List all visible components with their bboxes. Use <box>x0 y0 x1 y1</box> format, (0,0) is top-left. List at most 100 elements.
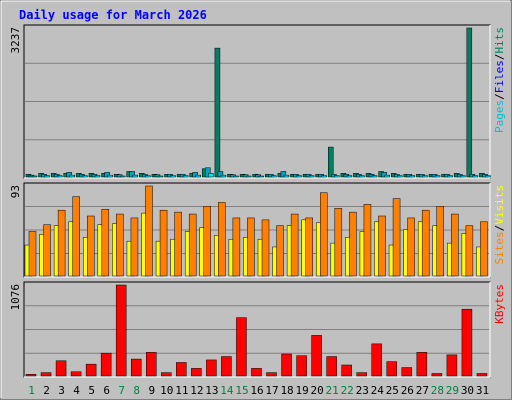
pages-bar <box>271 175 277 178</box>
y-max-label: 1076 <box>9 284 22 311</box>
sites-bar <box>261 219 270 277</box>
kbytes-bar <box>221 356 232 377</box>
pages-bar <box>182 175 189 178</box>
kbytes-bar <box>115 284 127 377</box>
kbytes-bar <box>55 360 67 377</box>
sites-bar <box>421 209 430 277</box>
sites-bar <box>276 225 284 277</box>
x-tick-label: 6 <box>103 384 110 397</box>
files-bar <box>66 172 73 178</box>
files-bar <box>381 172 387 178</box>
kbytes-bar <box>296 355 307 377</box>
pages-bar <box>422 175 428 178</box>
files-bar <box>192 172 198 178</box>
sites-bar <box>72 196 80 277</box>
kbytes-bar <box>85 363 97 377</box>
pages-bar <box>157 175 164 178</box>
pages-bar <box>409 175 416 178</box>
x-tick-label: 1 <box>28 384 35 397</box>
kbytes-bar <box>401 367 413 377</box>
sites-bar <box>320 192 328 277</box>
sites-bar <box>101 208 110 277</box>
x-tick-label: 30 <box>461 384 474 397</box>
legend-entry: / <box>493 93 506 100</box>
chart-title: Daily usage for March 2026 <box>19 8 207 22</box>
x-tick-label: 22 <box>341 384 354 397</box>
pages-bar <box>31 175 38 178</box>
kbytes-bar <box>206 359 217 377</box>
files-bar <box>280 171 287 178</box>
kbytes-bar <box>386 361 398 377</box>
kbytes-bar <box>251 368 262 377</box>
sites-bar <box>407 217 415 277</box>
x-tick-label: 14 <box>220 384 234 397</box>
pages-bar <box>334 175 340 178</box>
pages-bar <box>396 175 403 178</box>
pages-bar <box>308 175 315 178</box>
sites-bar <box>305 217 313 277</box>
sites-bar <box>188 213 197 277</box>
pages-bar <box>195 174 201 178</box>
x-tick-label: 3 <box>58 384 65 397</box>
x-tick-label: 15 <box>235 384 248 397</box>
hits-bar <box>466 27 473 178</box>
x-tick-label: 12 <box>190 384 203 397</box>
sites-bar <box>436 206 444 277</box>
sites-bar <box>290 213 299 277</box>
pages-bar <box>283 174 290 178</box>
x-tick-label: 8 <box>133 384 140 397</box>
x-tick-label: 16 <box>250 384 263 397</box>
sites-bar <box>57 209 66 277</box>
legend-hits-files-pages: Pages/Files/Hits <box>493 27 506 133</box>
x-tick-label: 26 <box>401 384 414 397</box>
pages-bar <box>170 175 176 178</box>
x-tick-label: 27 <box>416 384 429 397</box>
pages-bar <box>56 175 63 178</box>
kbytes-bar <box>446 354 458 377</box>
kbytes-bar <box>176 362 187 377</box>
pages-bar <box>94 175 101 178</box>
pages-bar <box>434 175 441 178</box>
sites-bar <box>451 213 459 277</box>
pages-bar <box>459 175 466 178</box>
kbytes-bar <box>100 352 112 377</box>
x-tick-label: 10 <box>160 384 173 397</box>
x-tick-label: 25 <box>386 384 399 397</box>
legend-visits-sites: Sites/Visits <box>493 185 506 265</box>
panel-hits-files-pages: 3237 <box>9 24 491 179</box>
x-tick-label: 9 <box>148 384 155 397</box>
kbytes-bar <box>130 358 142 377</box>
legend-entry: Pages <box>493 100 506 133</box>
legend-entry: Sites <box>493 231 506 264</box>
legend-entry: / <box>493 225 506 232</box>
x-tick-label: 11 <box>175 384 188 397</box>
kbytes-bar <box>70 371 82 377</box>
sites-bar <box>378 215 386 277</box>
kbytes-bar <box>191 368 202 377</box>
kbytes-bar <box>341 364 352 377</box>
legend-entry: Files <box>493 60 506 93</box>
kbytes-bar <box>266 372 277 377</box>
x-tick-label: 7 <box>118 384 125 397</box>
pages-bar <box>245 175 252 178</box>
kbytes-bar <box>161 372 172 377</box>
pages-bar <box>107 174 113 178</box>
kbytes-bar <box>236 317 247 377</box>
sites-bar <box>28 231 37 277</box>
sites-bar <box>218 202 226 277</box>
pages-bar <box>346 175 353 178</box>
x-tick-label: 4 <box>73 384 80 397</box>
files-bar <box>205 167 211 178</box>
hits-bar <box>328 146 334 178</box>
panel-kbytes: 1076 <box>9 281 491 378</box>
x-tick-label: 24 <box>371 384 385 397</box>
x-tick-label: 19 <box>295 384 308 397</box>
pages-bar <box>258 175 264 178</box>
kbytes-bar <box>311 335 322 377</box>
kbytes-bar <box>371 343 382 377</box>
x-tick-label: 13 <box>205 384 218 397</box>
hits-bar <box>214 47 221 178</box>
kbytes-bar <box>461 308 473 377</box>
legend-kbytes: KBytes <box>493 284 506 324</box>
